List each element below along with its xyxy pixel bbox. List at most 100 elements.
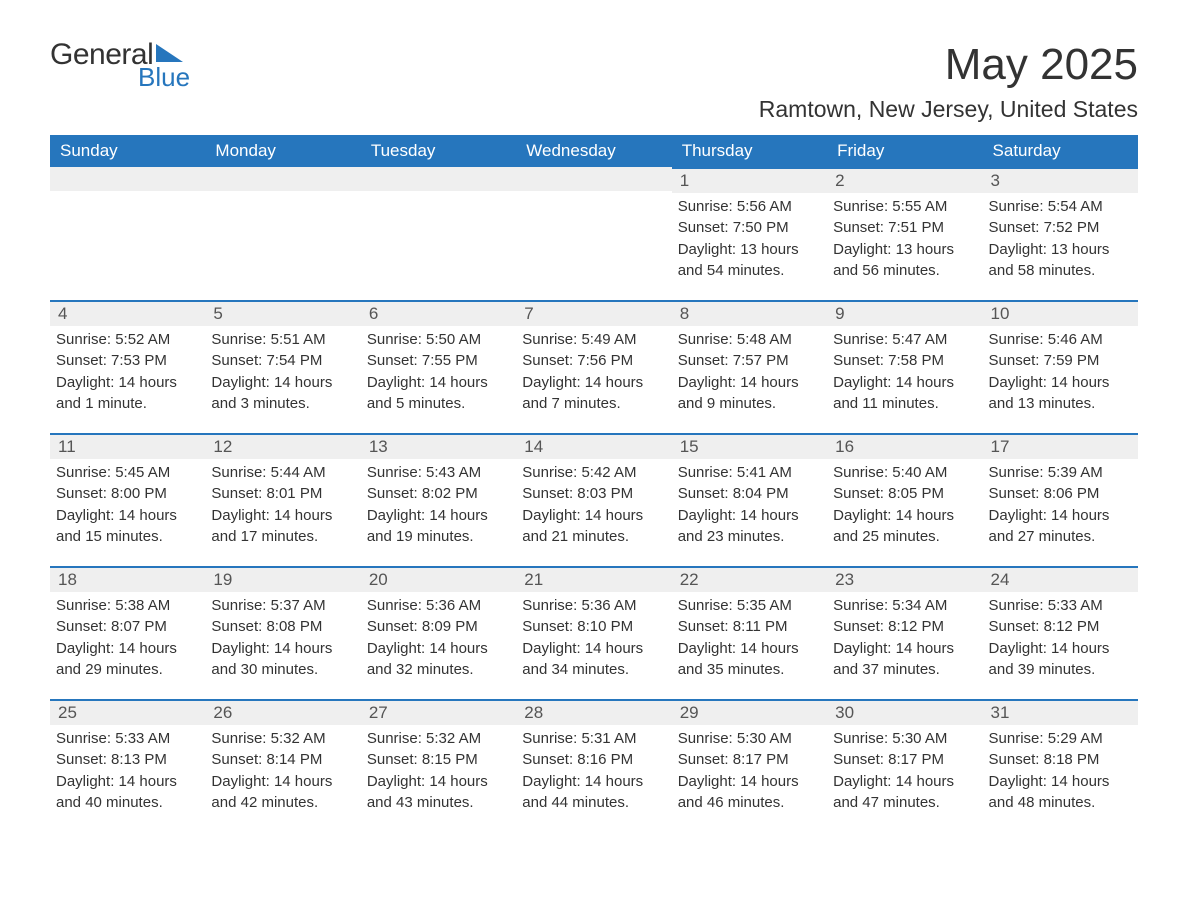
sunrise-text: Sunrise: 5:31 AM — [522, 729, 666, 749]
sunset-text: Sunset: 7:53 PM — [56, 351, 200, 371]
calendar-cell: 3 Sunrise: 5:54 AMSunset: 7:52 PMDaylight… — [983, 167, 1138, 300]
calendar-week-row: 18Sunrise: 5:38 AMSunset: 8:07 PMDayligh… — [50, 566, 1138, 699]
calendar-cell: 5Sunrise: 5:51 AMSunset: 7:54 PMDaylight… — [205, 300, 360, 433]
day-number: 15 — [672, 433, 827, 459]
calendar-cell: 30 Sunrise: 5:30 AMSunset: 8:17 PMDayligh… — [827, 699, 982, 832]
day-info: Sunrise: 5:54 AMSunset: 7:52 PMDaylight:… — [983, 197, 1138, 281]
day-info: Sunrise: 5:56 AMSunset: 7:50 PMDaylight:… — [672, 197, 827, 281]
dl1-text: Daylight: 14 hours — [211, 772, 355, 792]
day-number: 17 — [983, 433, 1138, 459]
dl1-text: Daylight: 14 hours — [989, 373, 1133, 393]
day-number: 27 — [361, 699, 516, 725]
sunset-text: Sunset: 8:02 PM — [367, 484, 511, 504]
calendar-cell: 22Sunrise: 5:35 AMSunset: 8:11 PMDayligh… — [672, 566, 827, 699]
sunset-text: Sunset: 8:17 PM — [833, 750, 977, 770]
day-number: 16 — [827, 433, 982, 459]
calendar-cell: 21Sunrise: 5:36 AMSunset: 8:10 PMDayligh… — [516, 566, 671, 699]
sunrise-text: Sunrise: 5:45 AM — [56, 463, 200, 483]
sunset-text: Sunset: 7:52 PM — [989, 218, 1133, 238]
dl1-text: Daylight: 14 hours — [678, 373, 822, 393]
sunset-text: Sunset: 8:08 PM — [211, 617, 355, 637]
dl1-text: Daylight: 14 hours — [833, 772, 977, 792]
day-info: Sunrise: 5:50 AMSunset: 7:55 PMDaylight:… — [361, 330, 516, 414]
sunset-text: Sunset: 8:12 PM — [989, 617, 1133, 637]
dl2-text: and 35 minutes. — [678, 660, 822, 680]
sunset-text: Sunset: 7:50 PM — [678, 218, 822, 238]
dl1-text: Daylight: 14 hours — [56, 772, 200, 792]
dl1-text: Daylight: 14 hours — [211, 506, 355, 526]
day-info: Sunrise: 5:37 AMSunset: 8:08 PMDaylight:… — [205, 596, 360, 680]
sunrise-text: Sunrise: 5:29 AM — [989, 729, 1133, 749]
empty-day-band — [50, 167, 205, 191]
calendar-cell: 17 Sunrise: 5:39 AMSunset: 8:06 PMDayligh… — [983, 433, 1138, 566]
calendar-cell: 10Sunrise: 5:46 AMSunset: 7:59 PMDayligh… — [983, 300, 1138, 433]
sunrise-text: Sunrise: 5:42 AM — [522, 463, 666, 483]
dl2-text: and 29 minutes. — [56, 660, 200, 680]
day-info: Sunrise: 5:41 AMSunset: 8:04 PMDaylight:… — [672, 463, 827, 547]
sunset-text: Sunset: 8:00 PM — [56, 484, 200, 504]
sunrise-text: Sunrise: 5:44 AM — [211, 463, 355, 483]
dl2-text: and 15 minutes. — [56, 527, 200, 547]
dl1-text: Daylight: 14 hours — [211, 373, 355, 393]
sunrise-text: Sunrise: 5:35 AM — [678, 596, 822, 616]
sunset-text: Sunset: 8:03 PM — [522, 484, 666, 504]
sunrise-text: Sunrise: 5:37 AM — [211, 596, 355, 616]
dl2-text: and 9 minutes. — [678, 394, 822, 414]
sunset-text: Sunset: 8:05 PM — [833, 484, 977, 504]
calendar-cell: 14Sunrise: 5:42 AMSunset: 8:03 PMDayligh… — [516, 433, 671, 566]
day-info: Sunrise: 5:30 AMSunset: 8:17 PMDaylight:… — [827, 729, 982, 813]
weekday-header: Saturday — [983, 135, 1138, 167]
day-number: 19 — [205, 566, 360, 592]
calendar-cell: 9Sunrise: 5:47 AMSunset: 7:58 PMDaylight… — [827, 300, 982, 433]
weekday-header: Thursday — [672, 135, 827, 167]
day-number: 1 — [672, 167, 827, 193]
dl2-text: and 42 minutes. — [211, 793, 355, 813]
day-number: 4 — [50, 300, 205, 326]
day-info: Sunrise: 5:36 AMSunset: 8:10 PMDaylight:… — [516, 596, 671, 680]
day-info: Sunrise: 5:43 AMSunset: 8:02 PMDaylight:… — [361, 463, 516, 547]
dl2-text: and 23 minutes. — [678, 527, 822, 547]
dl2-text: and 11 minutes. — [833, 394, 977, 414]
day-number: 24 — [983, 566, 1138, 592]
calendar-cell — [205, 167, 360, 300]
day-info: Sunrise: 5:45 AMSunset: 8:00 PMDaylight:… — [50, 463, 205, 547]
day-number: 3 — [983, 167, 1138, 193]
dl2-text: and 47 minutes. — [833, 793, 977, 813]
sunrise-text: Sunrise: 5:43 AM — [367, 463, 511, 483]
day-info: Sunrise: 5:44 AMSunset: 8:01 PMDaylight:… — [205, 463, 360, 547]
sunset-text: Sunset: 7:59 PM — [989, 351, 1133, 371]
dl2-text: and 48 minutes. — [989, 793, 1133, 813]
day-info: Sunrise: 5:48 AMSunset: 7:57 PMDaylight:… — [672, 330, 827, 414]
sunset-text: Sunset: 8:13 PM — [56, 750, 200, 770]
calendar-cell: 26Sunrise: 5:32 AMSunset: 8:14 PMDayligh… — [205, 699, 360, 832]
day-number: 2 — [827, 167, 982, 193]
dl2-text: and 34 minutes. — [522, 660, 666, 680]
dl2-text: and 44 minutes. — [522, 793, 666, 813]
sunrise-text: Sunrise: 5:38 AM — [56, 596, 200, 616]
calendar-cell: 1 Sunrise: 5:56 AMSunset: 7:50 PMDaylight… — [672, 167, 827, 300]
day-number: 30 — [827, 699, 982, 725]
day-info: Sunrise: 5:34 AMSunset: 8:12 PMDaylight:… — [827, 596, 982, 680]
sunrise-text: Sunrise: 5:52 AM — [56, 330, 200, 350]
day-info: Sunrise: 5:31 AMSunset: 8:16 PMDaylight:… — [516, 729, 671, 813]
sunrise-text: Sunrise: 5:55 AM — [833, 197, 977, 217]
sunrise-text: Sunrise: 5:32 AM — [211, 729, 355, 749]
day-number: 25 — [50, 699, 205, 725]
dl1-text: Daylight: 14 hours — [367, 506, 511, 526]
calendar-cell: 11Sunrise: 5:45 AMSunset: 8:00 PMDayligh… — [50, 433, 205, 566]
day-number: 31 — [983, 699, 1138, 725]
weekday-header: Wednesday — [516, 135, 671, 167]
calendar-cell: 8Sunrise: 5:48 AMSunset: 7:57 PMDaylight… — [672, 300, 827, 433]
day-info: Sunrise: 5:32 AMSunset: 8:14 PMDaylight:… — [205, 729, 360, 813]
calendar-cell: 20Sunrise: 5:36 AMSunset: 8:09 PMDayligh… — [361, 566, 516, 699]
calendar-cell: 13Sunrise: 5:43 AMSunset: 8:02 PMDayligh… — [361, 433, 516, 566]
sunrise-text: Sunrise: 5:40 AM — [833, 463, 977, 483]
dl1-text: Daylight: 14 hours — [211, 639, 355, 659]
dl2-text: and 39 minutes. — [989, 660, 1133, 680]
dl2-text: and 13 minutes. — [989, 394, 1133, 414]
day-info: Sunrise: 5:39 AMSunset: 8:06 PMDaylight:… — [983, 463, 1138, 547]
sunset-text: Sunset: 8:10 PM — [522, 617, 666, 637]
sunset-text: Sunset: 8:16 PM — [522, 750, 666, 770]
day-number: 9 — [827, 300, 982, 326]
dl1-text: Daylight: 13 hours — [833, 240, 977, 260]
